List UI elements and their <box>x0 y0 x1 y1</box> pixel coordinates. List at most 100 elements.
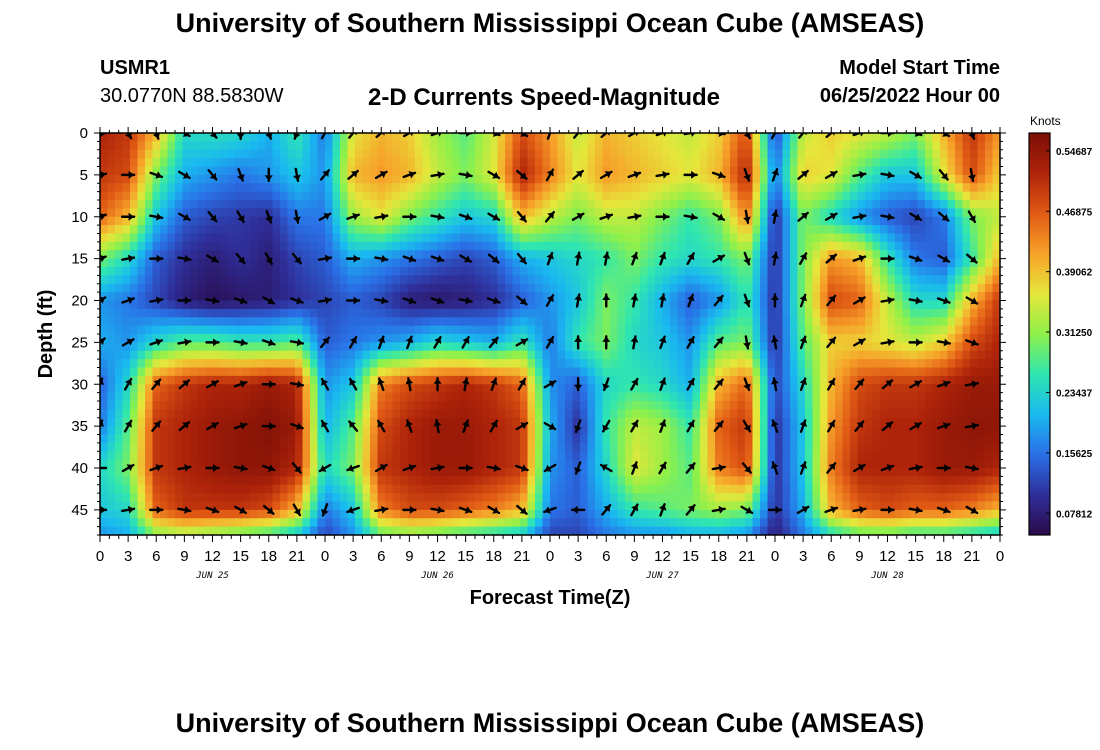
heatmap-cell <box>670 384 679 394</box>
heatmap-cell <box>175 468 184 477</box>
heatmap-cell <box>557 359 566 369</box>
heatmap-cell <box>745 149 754 159</box>
heatmap-cell <box>287 434 296 444</box>
heatmap-cell <box>107 350 116 360</box>
heatmap-cell <box>775 149 784 159</box>
heatmap-cell <box>100 174 109 184</box>
heatmap-cell <box>617 174 626 184</box>
heatmap-cell <box>452 258 461 268</box>
heatmap-cell <box>250 250 259 260</box>
heatmap-cell <box>610 300 619 310</box>
heatmap-cell <box>737 434 746 444</box>
heatmap-cell <box>535 417 544 427</box>
heatmap-cell <box>130 476 139 486</box>
heatmap-cell <box>707 401 716 410</box>
heatmap-cell <box>910 367 919 377</box>
heatmap-cell <box>940 367 949 377</box>
heatmap-cell <box>340 367 349 377</box>
heatmap-cell <box>880 233 889 243</box>
heatmap-cell <box>850 292 859 302</box>
heatmap-cell <box>505 359 514 369</box>
heatmap-cell <box>340 233 349 243</box>
heatmap-cell <box>700 342 709 352</box>
heatmap-cell <box>835 317 844 327</box>
heatmap-cell <box>512 401 521 410</box>
heatmap-cell <box>422 191 431 201</box>
heatmap-cell <box>557 308 566 318</box>
heatmap-cell <box>452 233 461 243</box>
heatmap-cell <box>430 459 439 469</box>
heatmap-cell <box>272 166 281 176</box>
heatmap-cell <box>497 292 506 302</box>
heatmap-cell <box>250 459 259 469</box>
heatmap-cell <box>812 375 821 385</box>
heatmap-cell <box>550 166 559 176</box>
heatmap-cell <box>482 451 491 461</box>
heatmap-cell <box>430 241 439 251</box>
heatmap-cell <box>302 359 311 369</box>
heatmap-cell <box>332 241 341 251</box>
heatmap-cell <box>580 267 589 276</box>
heatmap-cell <box>235 200 244 209</box>
heatmap-cell <box>685 149 694 159</box>
heatmap-cell <box>535 166 544 176</box>
heatmap-cell <box>985 283 994 293</box>
heatmap-cell <box>737 250 746 260</box>
heatmap-cell <box>565 133 574 142</box>
heatmap-cell <box>632 166 641 176</box>
heatmap-cell <box>482 325 491 335</box>
heatmap-cell <box>325 149 334 159</box>
heatmap-cell <box>377 267 386 276</box>
heatmap-cell <box>325 342 334 352</box>
heatmap-cell <box>932 359 941 369</box>
heatmap-cell <box>947 434 956 444</box>
heatmap-cell <box>992 350 1000 360</box>
heatmap-cell <box>340 401 349 410</box>
heatmap-cell <box>392 141 401 151</box>
heatmap-cell <box>265 183 274 193</box>
heatmap-cell <box>737 283 746 293</box>
heatmap-cell <box>152 417 161 427</box>
heatmap-cell <box>527 426 536 436</box>
heatmap-cell <box>692 359 701 369</box>
heatmap-cell <box>452 434 461 444</box>
heatmap-cell <box>917 350 926 360</box>
heatmap-cell <box>190 476 199 486</box>
heatmap-cell <box>197 417 206 427</box>
heatmap-cell <box>407 308 416 318</box>
heatmap-cell <box>325 208 334 218</box>
heatmap-cell <box>160 292 169 302</box>
heatmap-cell <box>625 308 634 318</box>
heatmap-cell <box>505 149 514 159</box>
heatmap-cell <box>437 459 446 469</box>
heatmap-cell <box>505 434 514 444</box>
heatmap-cell <box>880 375 889 385</box>
heatmap-cell <box>152 350 161 360</box>
heatmap-cell <box>857 267 866 276</box>
heatmap-cell <box>377 233 386 243</box>
heatmap-cell <box>250 468 259 477</box>
heatmap-cell <box>115 183 124 193</box>
heatmap-cell <box>100 359 109 369</box>
heatmap-cell <box>347 409 356 419</box>
heatmap-cell <box>700 275 709 285</box>
heatmap-cell <box>977 401 986 410</box>
heatmap-cell <box>415 149 424 159</box>
heatmap-cell <box>370 401 379 410</box>
heatmap-cell <box>677 292 686 302</box>
heatmap-cell <box>865 267 874 276</box>
heatmap-cell <box>752 267 761 276</box>
heatmap-cell <box>347 350 356 360</box>
heatmap-cell <box>737 166 746 176</box>
heatmap-cell <box>497 451 506 461</box>
heatmap-cell <box>257 409 266 419</box>
heatmap-cell <box>722 208 731 218</box>
heatmap-cell <box>775 191 784 201</box>
heatmap-cell <box>782 158 791 168</box>
heatmap-cell <box>377 384 386 394</box>
heatmap-cell <box>662 267 671 276</box>
heatmap-cell <box>647 267 656 276</box>
heatmap-cell <box>160 300 169 310</box>
heatmap-cell <box>355 367 364 377</box>
heatmap-cell <box>722 216 731 226</box>
